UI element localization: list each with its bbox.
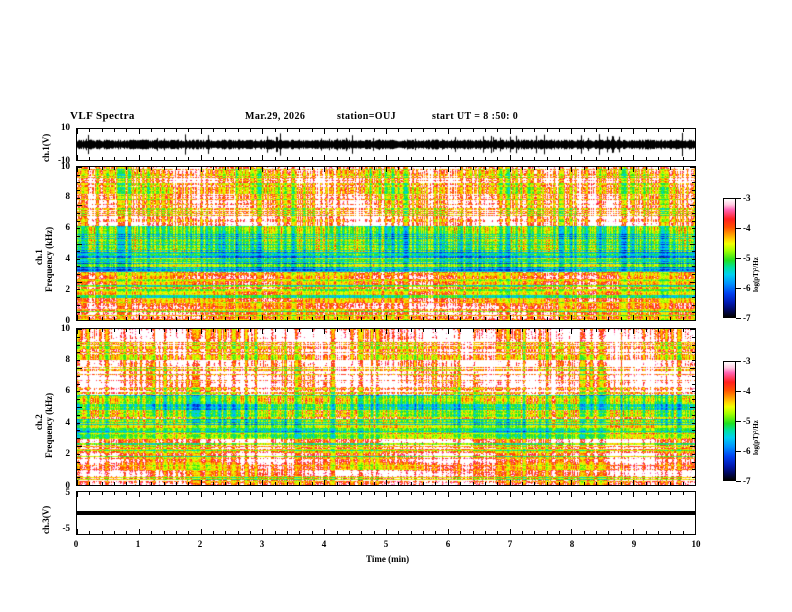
x-tick-label: 8 <box>569 539 575 549</box>
figure-start-ut: start UT = 8 :50: 0 <box>432 111 519 122</box>
ch3-top-ticks <box>77 492 695 497</box>
ch2spec-ytick-6: 6 <box>65 385 71 395</box>
colorbar-tick <box>736 288 741 289</box>
x-tick-label: 1 <box>135 539 141 549</box>
colorbar-ch1-label: log(pT)²/Hz <box>752 257 760 292</box>
ch1spec-ytick-10: 10 <box>61 161 70 171</box>
ch2spec-ytick-2: 2 <box>65 448 71 458</box>
ch1spec-ytick-0: 0 <box>65 315 71 325</box>
colorbar-tick <box>736 391 741 392</box>
colorbar-tick <box>736 421 741 422</box>
colorbar-ch1 <box>723 198 736 318</box>
x-tick-label: 9 <box>631 539 637 549</box>
colorbar-tick-label: -7 <box>743 476 751 486</box>
colorbar-tick <box>736 481 741 482</box>
ch2spec-axis-label-a: ch.2 <box>34 414 44 430</box>
ch1-spectrogram-panel <box>76 166 696 321</box>
ch3-ytick-top: 5 <box>65 487 71 497</box>
colorbar-tick <box>736 258 741 259</box>
figure-station: station=OUJ <box>337 111 396 122</box>
colorbar-tick <box>736 451 741 452</box>
ch1-axis-label: ch.1(V) <box>41 133 51 162</box>
ch3-axis-label: ch.3(V) <box>41 505 51 534</box>
colorbar-tick <box>736 318 741 319</box>
colorbar-tick-label: -6 <box>743 283 751 293</box>
colorbar-tick <box>736 228 741 229</box>
x-tick-label: 3 <box>259 539 265 549</box>
ch1-ytick-bottom: -10 <box>58 155 70 165</box>
ch2spec-ytick-0: 0 <box>65 480 71 490</box>
x-tick-label: 7 <box>507 539 513 549</box>
ch1spec-ytick-8: 8 <box>65 191 71 201</box>
ch2-spectrogram-panel <box>76 328 696 486</box>
colorbar-tick <box>736 198 741 199</box>
colorbar-tick-label: -3 <box>743 356 751 366</box>
figure-date: Mar.29, 2026 <box>245 111 306 122</box>
ch1-spectrogram-image <box>77 167 695 320</box>
ch2spec-ytick-4: 4 <box>65 417 71 427</box>
colorbar-tick-label: -6 <box>743 446 751 456</box>
colorbar-ch2 <box>723 361 736 481</box>
ch1-waveform-panel <box>76 128 696 161</box>
ch1spec-ytick-2: 2 <box>65 284 71 294</box>
x-tick-label: 4 <box>321 539 327 549</box>
ch3-waveform-panel <box>76 491 696 535</box>
x-tick-label: 5 <box>383 539 389 549</box>
colorbar-tick-label: -3 <box>743 193 751 203</box>
colorbar-tick-label: -5 <box>743 253 751 263</box>
ch1-ytick-top: 10 <box>61 122 70 132</box>
colorbar-tick-label: -5 <box>743 416 751 426</box>
x-tick-label: 6 <box>445 539 451 549</box>
x-tick-label: 10 <box>691 539 701 549</box>
ch2spec-ytick-8: 8 <box>65 354 71 364</box>
ch2spec-ytick-10: 10 <box>61 323 70 333</box>
x-tick-label: 2 <box>197 539 203 549</box>
ch1spec-ytick-6: 6 <box>65 222 71 232</box>
colorbar-tick-label: -4 <box>743 386 751 396</box>
ch3-bottom-ticks <box>77 529 695 534</box>
ch2spec-axis-label-b: Frequency (kHz) <box>44 392 54 458</box>
figure-title: VLF Spectra <box>70 110 135 122</box>
ch3-waveform-trace <box>77 511 695 515</box>
ch1spec-axis-label-a: ch.1 <box>34 249 44 265</box>
ch1spec-axis-label-b: Frequency (kHz) <box>44 226 54 292</box>
ch1spec-ytick-4: 4 <box>65 253 71 263</box>
x-tick-label: 0 <box>73 539 79 549</box>
colorbar-tick-label: -4 <box>743 223 751 233</box>
ch1-waveform-trace <box>77 129 695 160</box>
colorbar-ch2-label: log(pT)²/Hz <box>752 420 760 455</box>
x-axis-label: Time (min) <box>366 554 410 564</box>
ch3-ytick-bottom: -5 <box>62 523 71 533</box>
colorbar-tick <box>736 361 741 362</box>
ch2-spectrogram-image <box>77 329 695 485</box>
colorbar-tick-label: -7 <box>743 313 751 323</box>
